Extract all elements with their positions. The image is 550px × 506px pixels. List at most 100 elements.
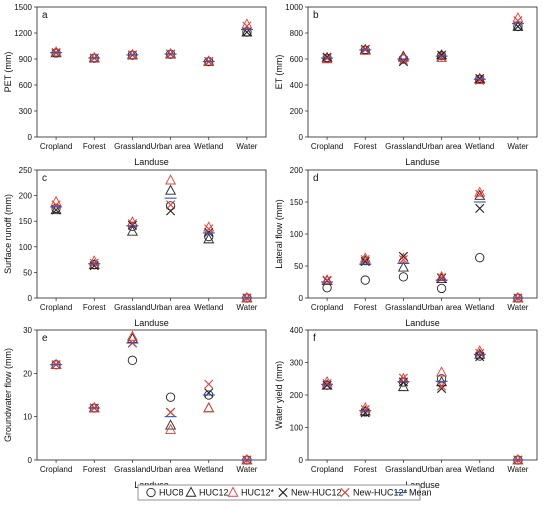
point-huc12-water xyxy=(512,292,524,303)
point-new-huc12-cropland xyxy=(322,379,332,389)
point-huc12-water xyxy=(241,454,253,465)
legend-marker-new-huc12 xyxy=(278,487,288,498)
y-tick-label: 150 xyxy=(290,198,304,207)
x-tick-label-forest: Forest xyxy=(354,465,377,474)
series-mean xyxy=(50,342,253,461)
legend-marker-huc12 xyxy=(227,486,239,497)
point-new-huc12-forest xyxy=(360,405,370,415)
series-mean xyxy=(50,28,253,63)
series-huc12 xyxy=(50,330,253,465)
series-huc8 xyxy=(51,201,252,303)
x-tick-label-grassland: Grassland xyxy=(385,465,421,474)
legend-label-huc8: HUC8 xyxy=(159,488,184,498)
panel-label: b xyxy=(313,10,319,21)
x-tick-label-cropland: Cropland xyxy=(40,465,72,474)
y-tick-label: 400 xyxy=(290,81,304,90)
point-huc12-wetland xyxy=(474,189,486,200)
x-tick-label-urban-area: Urban area xyxy=(422,303,463,312)
y-tick-label: 0 xyxy=(28,456,33,465)
y-tick-label: 1500 xyxy=(14,3,32,12)
point-huc12-urban-area xyxy=(165,423,177,434)
series-huc12 xyxy=(50,18,253,66)
series-new-huc12 xyxy=(322,16,523,86)
point-new-huc12-cropland xyxy=(322,380,332,390)
x-tick-label-forest: Forest xyxy=(83,465,106,474)
series-huc12 xyxy=(50,184,253,303)
point-huc12-grassland xyxy=(126,48,138,59)
x-tick-label-grassland: Grassland xyxy=(114,465,150,474)
series-huc8 xyxy=(51,27,252,67)
point-huc12-water xyxy=(512,454,524,465)
y-tick-label: 200 xyxy=(290,391,304,400)
series-huc12 xyxy=(321,186,524,303)
x-tick-label-urban-area: Urban area xyxy=(151,142,192,151)
series-huc8 xyxy=(322,21,523,84)
legend-label-mean: Mean xyxy=(409,488,432,498)
series-mean xyxy=(321,353,524,461)
point-new-huc12-forest xyxy=(89,261,99,271)
x-tick-label-water: Water xyxy=(236,142,257,151)
x-tick-label-wetland: Wetland xyxy=(194,303,223,312)
point-huc12-grassland xyxy=(397,252,409,263)
panel-label: e xyxy=(42,333,48,344)
series-new-huc12 xyxy=(51,338,252,465)
point-huc8-forest xyxy=(360,275,370,285)
x-axis-title: Landuse xyxy=(405,480,440,490)
x-axis-title: Landuse xyxy=(405,318,440,328)
y-axis-title: Surface runoff (mm) xyxy=(3,194,13,274)
x-tick-label-forest: Forest xyxy=(83,142,106,151)
point-new-huc12-wetland xyxy=(204,224,214,234)
series-huc12 xyxy=(321,20,524,83)
point-new-huc12-grassland xyxy=(127,219,138,229)
series-new-huc12 xyxy=(51,338,252,465)
point-new-huc12-cropland xyxy=(322,275,332,285)
point-new-huc12-urban-area xyxy=(436,52,447,62)
series-new-huc12 xyxy=(322,352,523,465)
chart-panel-b: b 0 200 400 600 800 1000 Cropland Forest Grasslan… xyxy=(274,3,538,167)
y-tick-label: 200 xyxy=(290,107,304,116)
point-huc12-cropland xyxy=(50,46,62,57)
x-tick-label-urban-area: Urban area xyxy=(151,465,192,474)
plot-frame xyxy=(36,169,267,299)
point-huc8-urban-area xyxy=(436,374,447,384)
x-tick-label-water: Water xyxy=(507,142,528,151)
series-new-huc12 xyxy=(322,348,523,465)
chart-panel-a: a 0 300 600 900 1200 1500 Cropland Forest Grassla… xyxy=(3,3,267,167)
series-mean xyxy=(50,197,253,299)
point-new-huc12-wetland xyxy=(204,379,214,389)
series-huc12 xyxy=(321,12,524,85)
series-huc8 xyxy=(51,355,252,465)
point-huc8-wetland xyxy=(475,253,485,263)
point-huc12-urban-area xyxy=(165,419,177,430)
y-tick-label: 300 xyxy=(19,107,33,116)
point-huc8-urban-area xyxy=(436,283,447,294)
x-tick-label-forest: Forest xyxy=(83,303,106,312)
point-new-huc12-urban-area xyxy=(165,200,176,210)
point-new-huc12-wetland xyxy=(204,388,214,398)
point-huc12-cropland xyxy=(50,358,62,369)
point-new-huc12-urban-area xyxy=(165,407,176,417)
y-tick-label: 100 xyxy=(19,243,33,252)
series-huc12 xyxy=(321,348,524,465)
point-huc12-wetland xyxy=(203,402,215,413)
point-huc12-grassland xyxy=(397,380,409,392)
point-huc12-urban-area xyxy=(165,184,177,195)
legend-label-huc12: HUC12* xyxy=(241,488,275,498)
x-tick-label-cropland: Cropland xyxy=(311,303,343,312)
x-tick-label-grassland: Grassland xyxy=(385,142,421,151)
y-axis-title: PET (mm) xyxy=(3,52,13,93)
series-mean xyxy=(321,23,524,80)
series-huc12 xyxy=(50,174,253,303)
x-tick-label-water: Water xyxy=(507,465,528,474)
point-huc12-water xyxy=(241,26,253,37)
x-tick-label-cropland: Cropland xyxy=(311,142,343,151)
y-tick-label: 0 xyxy=(299,294,304,303)
y-tick-label: 300 xyxy=(290,359,304,368)
y-tick-label: 1200 xyxy=(14,29,32,38)
point-huc12-urban-area xyxy=(165,174,177,185)
chart-panel-f: f 0 100 200 300 400 Cropland Forest Grassland Urb… xyxy=(274,326,538,490)
y-tick-label: 10 xyxy=(23,413,32,422)
series-mean xyxy=(321,201,524,299)
point-huc12-wetland xyxy=(203,55,215,66)
x-tick-label-wetland: Wetland xyxy=(194,142,223,151)
